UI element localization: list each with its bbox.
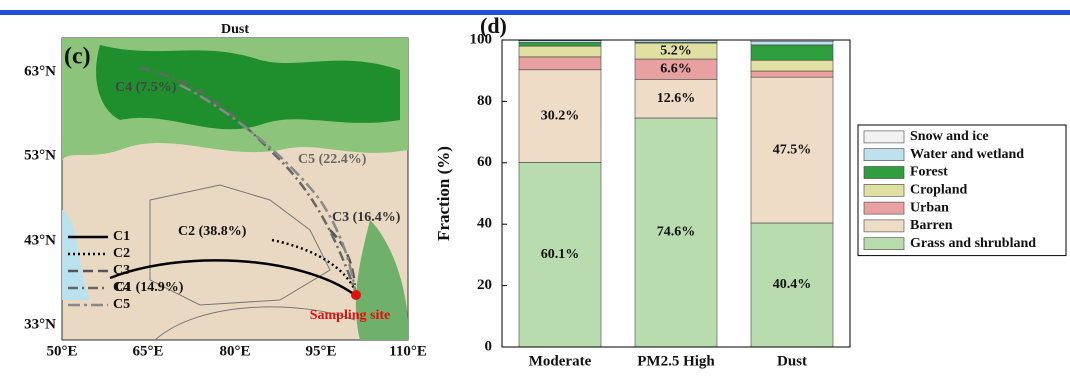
legend-label: Grass and shrubland <box>910 236 1036 251</box>
lon-label: 80°E <box>219 343 250 359</box>
legend-label: C2 <box>113 246 130 261</box>
sampling-site <box>351 290 361 300</box>
map-title: Dust <box>221 22 249 37</box>
legend-label: Snow and ice <box>910 129 989 144</box>
bar-segment <box>519 42 601 46</box>
site-label: Sampling site <box>310 308 391 323</box>
value-label: 30.2% <box>541 108 580 123</box>
legend-label: C3 <box>113 263 130 278</box>
y-tick-label: 20 <box>477 277 492 293</box>
y-tick-label: 60 <box>477 154 492 170</box>
legend-swatch <box>864 238 904 250</box>
figure: Dust (c) Sampling site 63°N 53°N 43°N 33°N 5… <box>0 0 1070 377</box>
bar-segment <box>751 71 833 77</box>
x-tick-label: Dust <box>777 353 807 369</box>
bar-segment <box>751 41 833 45</box>
value-label: 40.4% <box>773 277 812 292</box>
lat-label: 63°N <box>24 63 56 79</box>
lon-label: 50°E <box>46 343 77 359</box>
lon-label: 65°E <box>132 343 163 359</box>
y-tick-label: 80 <box>477 93 492 109</box>
legend-swatch <box>864 131 904 143</box>
lat-label: 43°N <box>24 232 56 248</box>
legend-swatch <box>864 167 904 179</box>
value-label: 5.2% <box>660 43 692 58</box>
lon-label: 110°E <box>389 343 427 359</box>
x-tick-label: PM2.5 High <box>637 353 715 369</box>
header-rule <box>0 10 1070 15</box>
value-label: 60.1% <box>541 247 580 262</box>
trajectory-label: C2 (38.8%) <box>178 224 247 239</box>
trajectory-label: C4 (7.5%) <box>115 80 177 95</box>
legend-swatch <box>864 149 904 161</box>
value-label: 6.6% <box>660 61 692 76</box>
legend-label: C1 <box>113 229 130 244</box>
x-tick-label: Moderate <box>529 353 592 369</box>
legend-swatch <box>864 220 904 232</box>
legend-label: Barren <box>910 218 953 233</box>
trajectory-label: C3 (16.4%) <box>332 210 401 225</box>
legend-swatch <box>864 184 904 196</box>
trajectory-label: C5 (22.4%) <box>298 152 367 167</box>
legend-label: C5 <box>113 297 130 312</box>
lon-label: 95°E <box>305 343 336 359</box>
legend-swatch <box>864 202 904 214</box>
value-label: 74.6% <box>657 225 696 240</box>
legend-label: Forest <box>910 165 948 180</box>
legend-label: C4 <box>113 280 130 295</box>
y-tick-label: 40 <box>477 216 492 232</box>
legend-label: Water and wetland <box>910 147 1024 162</box>
bar-segment <box>751 45 833 60</box>
bar-segment <box>519 46 601 57</box>
y-axis-label: Fraction (%) <box>434 146 453 241</box>
bar-segment <box>519 57 601 70</box>
value-label: 47.5% <box>773 142 812 157</box>
y-tick-label: 100 <box>470 31 493 47</box>
legend-label: Cropland <box>910 183 968 198</box>
panel-label: (c) <box>64 44 91 70</box>
legend-label: Urban <box>910 200 949 215</box>
bar-segment <box>751 60 833 71</box>
lat-label: 53°N <box>24 147 56 163</box>
lat-label: 33°N <box>24 316 56 332</box>
value-label: 12.6% <box>657 91 696 106</box>
y-tick-label: 0 <box>485 338 493 354</box>
